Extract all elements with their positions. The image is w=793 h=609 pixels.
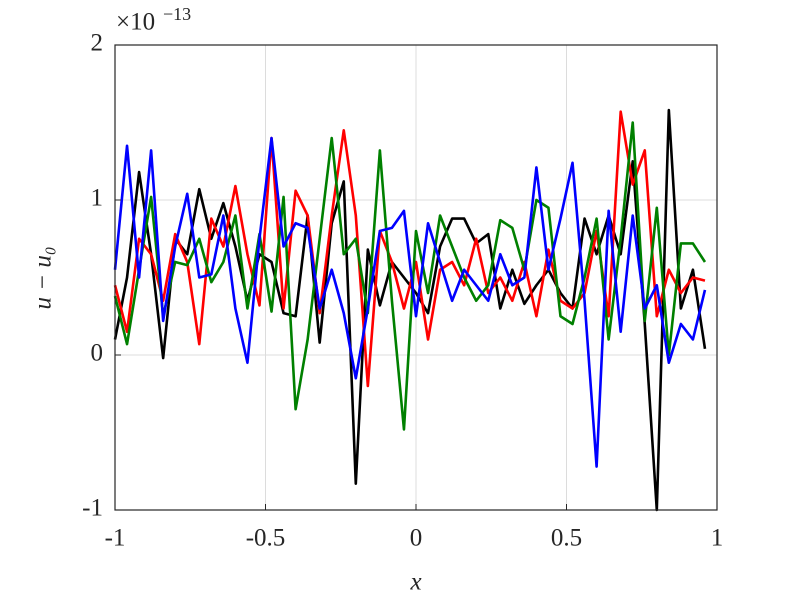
- x-tick-label: 0.5: [551, 525, 582, 552]
- y-tick-label: 1: [91, 185, 104, 212]
- x-tick-label: 1: [711, 525, 724, 552]
- x-tick-label: -0.5: [246, 525, 286, 552]
- y-multiplier: ×10: [116, 9, 155, 36]
- y-tick-label: 2: [91, 30, 104, 57]
- series-line: [113, 110, 706, 388]
- x-tick-label: -1: [105, 525, 126, 552]
- series-line: [113, 136, 707, 468]
- x-axis-label: x: [409, 569, 421, 596]
- y-exponent: −13: [163, 4, 191, 24]
- ticks: -1 -0.5 0 0.5 1 -1 0 1 2: [82, 30, 723, 552]
- x-tick-label: 0: [410, 525, 423, 552]
- lines: [113, 108, 707, 512]
- series-line: [113, 121, 707, 431]
- y-tick-label: -1: [82, 495, 103, 522]
- y-axis-label: u − u₀: [30, 246, 57, 309]
- y-tick-label: 0: [91, 340, 104, 367]
